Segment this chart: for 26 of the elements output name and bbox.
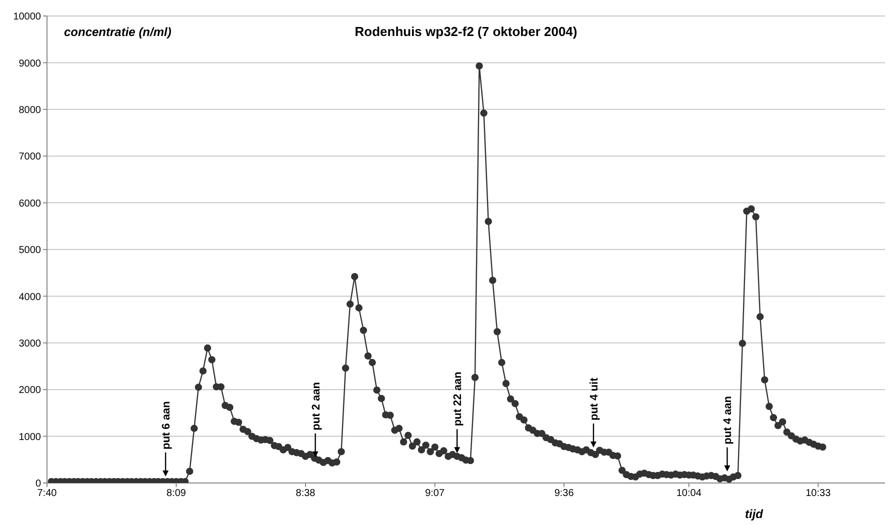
y-tick-label: 4000 bbox=[18, 292, 42, 303]
y-tick-label: 3000 bbox=[18, 338, 42, 350]
y-tick-label: 10000 bbox=[13, 12, 42, 23]
y-tick-label: 8000 bbox=[18, 104, 42, 116]
y-tick-label: 9000 bbox=[18, 58, 42, 70]
annotation: put 6 aan bbox=[160, 400, 173, 450]
annotation: put 2 aan bbox=[310, 382, 322, 430]
x-tick-label: 10:04 bbox=[676, 488, 702, 500]
y-tick-label: 7000 bbox=[18, 152, 42, 163]
y-tick-label: 5000 bbox=[18, 245, 42, 256]
x-axis-title: tijd bbox=[745, 507, 763, 521]
x-tick-label: 9:07 bbox=[425, 488, 445, 500]
annotation: put 22 aan bbox=[452, 371, 464, 426]
y-axis-title: concentratie (n/ml) bbox=[64, 25, 172, 39]
x-tick-label: 8:38 bbox=[296, 488, 316, 500]
y-tick-label: 1000 bbox=[18, 432, 42, 443]
x-tick-label: 10:33 bbox=[806, 488, 832, 500]
x-tick-label: 7:40 bbox=[37, 488, 58, 500]
annotation: put 4 aan bbox=[722, 396, 734, 444]
y-tick-label: 2000 bbox=[18, 385, 42, 396]
text: Rodenhuis wp32-f2 (7 oktober 2004) bbox=[354, 24, 578, 39]
annotation: put 4 uit bbox=[588, 377, 600, 421]
x-tick-label: 9:36 bbox=[554, 488, 574, 500]
y-tick-label: 6000 bbox=[18, 198, 42, 210]
y-tick-label: 0 bbox=[35, 478, 42, 490]
x-tick-label: 8:09 bbox=[166, 488, 186, 500]
